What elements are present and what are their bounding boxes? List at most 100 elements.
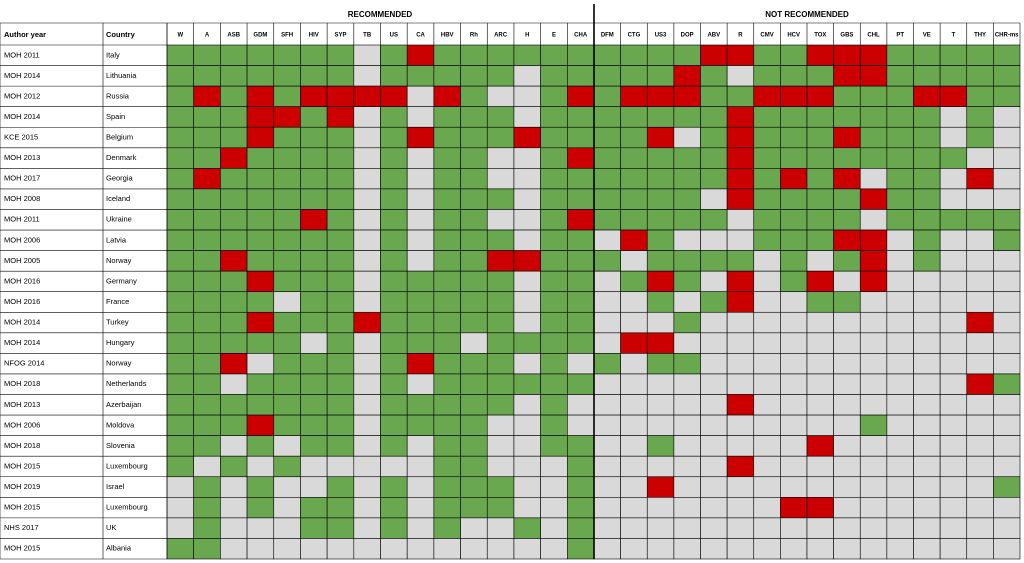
- status-cell: [833, 126, 861, 149]
- status-cell: [540, 44, 568, 66]
- status-cell: [486, 332, 515, 354]
- country: Norway: [106, 359, 132, 368]
- status-cell: [486, 455, 515, 478]
- status-cell: [353, 414, 381, 436]
- status-cell: [886, 373, 914, 395]
- status-cell: [513, 291, 541, 313]
- status-cell: [886, 414, 914, 436]
- status-cell: [780, 126, 808, 149]
- status-cell: [806, 229, 834, 251]
- status-cell: [833, 353, 861, 375]
- status-cell: [673, 250, 701, 272]
- author-year: MOH 2013: [4, 400, 40, 409]
- status-cell: [806, 414, 834, 436]
- country: Belgium: [106, 133, 133, 142]
- status-cell: [886, 147, 914, 169]
- status-cell: [753, 188, 781, 210]
- status-cell: [406, 394, 435, 416]
- status-cell: [833, 106, 861, 128]
- status-cell: [273, 394, 301, 416]
- status-cell: [433, 435, 461, 457]
- status-cell: [913, 394, 941, 416]
- status-cell: [300, 85, 328, 107]
- status-cell: [220, 229, 248, 251]
- status-cell: [859, 435, 888, 457]
- status-cell: [593, 106, 621, 128]
- status-cell: [780, 476, 808, 498]
- status-cell: [380, 394, 408, 416]
- status-cell: [273, 455, 301, 478]
- status-cell: [326, 517, 355, 539]
- status-cell: [913, 65, 941, 87]
- status-cell: [486, 168, 515, 190]
- column-header: HBV: [441, 33, 454, 39]
- status-cell: [540, 65, 568, 87]
- status-cell: [567, 126, 595, 149]
- status-cell: [993, 147, 1021, 169]
- status-cell: [993, 455, 1021, 478]
- country: Luxembourg: [106, 503, 148, 512]
- status-cell: [993, 65, 1021, 87]
- status-cell: [353, 435, 381, 457]
- status-cell: [460, 394, 488, 416]
- status-cell: [460, 270, 488, 293]
- status-cell: [380, 168, 408, 190]
- status-cell: [700, 270, 728, 293]
- status-cell: [460, 44, 488, 66]
- status-cell: [726, 250, 755, 272]
- status-cell: [300, 229, 328, 251]
- status-cell: [806, 106, 834, 128]
- status-cell: [353, 538, 381, 560]
- status-cell: [753, 65, 781, 87]
- status-cell: [673, 106, 701, 128]
- status-cell: [966, 44, 994, 66]
- status-cell: [193, 250, 221, 272]
- status-cell: [939, 209, 968, 231]
- status-cell: [726, 126, 755, 149]
- section-title: RECOMMENDED: [348, 10, 413, 19]
- status-cell: [380, 435, 408, 457]
- status-cell: [513, 497, 541, 519]
- status-cell: [326, 106, 355, 128]
- status-cell: [166, 517, 194, 539]
- status-cell: [406, 65, 435, 87]
- status-cell: [433, 44, 461, 66]
- column-header: H: [525, 33, 529, 39]
- status-cell: [246, 168, 275, 190]
- status-cell: [993, 126, 1021, 149]
- status-cell: [460, 85, 488, 107]
- status-cell: [486, 188, 515, 210]
- status-cell: [273, 188, 301, 210]
- status-cell: [460, 476, 488, 498]
- status-cell: [859, 188, 888, 210]
- status-cell: [513, 435, 541, 457]
- status-cell: [966, 332, 994, 354]
- status-cell: [939, 250, 968, 272]
- status-cell: [726, 311, 755, 334]
- status-cell: [513, 188, 541, 210]
- author-year: MOH 2015: [4, 503, 40, 512]
- status-cell: [273, 65, 301, 87]
- status-cell: [220, 394, 248, 416]
- status-cell: [993, 476, 1021, 498]
- status-cell: [753, 311, 781, 334]
- author-year: MOH 2014: [4, 71, 40, 80]
- status-cell: [806, 497, 834, 519]
- status-cell: [353, 188, 381, 210]
- status-cell: [913, 209, 941, 231]
- status-cell: [353, 209, 381, 231]
- status-cell: [433, 353, 461, 375]
- status-cell: [513, 332, 541, 354]
- status-cell: [513, 44, 541, 66]
- country: Latvia: [106, 235, 127, 244]
- column-header: W: [178, 33, 184, 39]
- status-cell: [433, 455, 461, 478]
- status-cell: [646, 65, 675, 87]
- status-cell: [300, 250, 328, 272]
- status-cell: [567, 168, 595, 190]
- status-cell: [593, 229, 621, 251]
- status-cell: [300, 106, 328, 128]
- status-cell: [193, 394, 221, 416]
- status-cell: [433, 394, 461, 416]
- status-cell: [859, 250, 888, 272]
